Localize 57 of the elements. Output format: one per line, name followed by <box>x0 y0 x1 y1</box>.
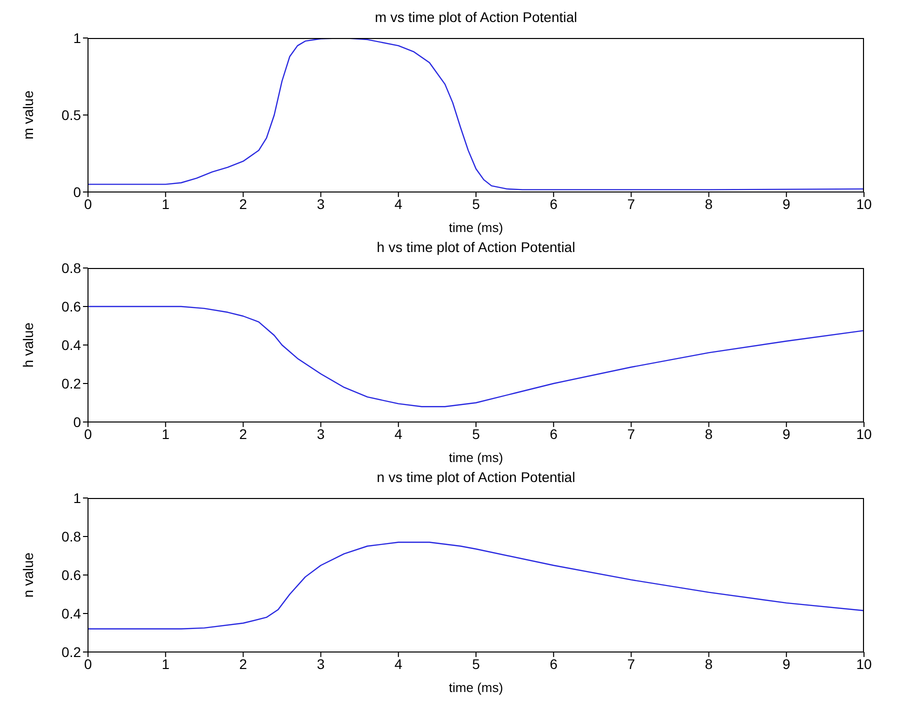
y-tick-label: 0 <box>73 184 82 200</box>
x-tick-label: 8 <box>704 426 713 442</box>
x-tick-label: 0 <box>84 656 92 672</box>
x-tick-label: 1 <box>162 426 170 442</box>
x-tick-label: 7 <box>627 426 636 442</box>
y-tick-label: 0.8 <box>62 528 82 544</box>
x-tick-label: 3 <box>316 196 325 212</box>
y-tick-label: 1 <box>73 30 82 46</box>
y-tick-label: 1 <box>73 490 82 506</box>
y-tick-label: 0.5 <box>62 106 82 123</box>
x-tick-label: 6 <box>550 656 558 672</box>
x-tick-label: 5 <box>472 426 480 442</box>
x-tick-label: 7 <box>627 656 636 672</box>
x-tick-label: 6 <box>550 426 558 442</box>
y-tick-label: 0.6 <box>62 566 82 583</box>
x-axis-title: time (ms) <box>448 220 504 235</box>
x-tick-label: 8 <box>704 656 713 672</box>
x-tick-label: 8 <box>704 196 713 212</box>
x-tick-label: 6 <box>550 196 558 212</box>
y-axis-title: m value <box>20 90 36 140</box>
y-axis-title: n value <box>20 552 36 598</box>
y-tick-label: 0.2 <box>62 375 82 392</box>
x-tick-label: 0 <box>84 196 92 212</box>
x-tick-label: 5 <box>472 656 480 672</box>
y-tick-label: 0 <box>73 414 82 430</box>
x-tick-label: 2 <box>239 426 248 442</box>
y-axis-title: h value <box>20 322 36 368</box>
chart-title: n vs time plot of Action Potential <box>376 468 576 486</box>
x-tick-label: 4 <box>394 426 402 442</box>
x-tick-label: 9 <box>782 196 790 212</box>
line-series <box>88 306 864 408</box>
x-tick-label: 2 <box>239 196 248 212</box>
x-tick-label: 0 <box>84 426 92 442</box>
x-axis-title: time (ms) <box>448 450 504 465</box>
x-tick-label: 3 <box>316 426 325 442</box>
y-tick-label: 0.6 <box>62 298 82 314</box>
x-tick-label: 1 <box>162 656 170 672</box>
y-tick-label: 0.4 <box>62 336 82 353</box>
x-tick-label: 5 <box>472 196 480 212</box>
x-tick-label: 3 <box>316 656 325 672</box>
y-tick-label: 0.8 <box>62 260 82 276</box>
y-tick-label: 0.2 <box>62 644 82 660</box>
x-tick-label: 4 <box>394 196 402 212</box>
x-tick-label: 2 <box>239 656 248 672</box>
x-tick-label: 4 <box>394 656 402 672</box>
x-tick-label: 7 <box>627 196 636 212</box>
y-tick-label: 0.4 <box>62 605 82 622</box>
x-tick-label: 1 <box>162 196 170 212</box>
x-axis-title: time (ms) <box>448 680 504 695</box>
x-tick-label: 10 <box>856 196 872 212</box>
chart-title: m vs time plot of Action Potential <box>374 8 578 26</box>
x-tick-label: 10 <box>856 656 872 672</box>
x-tick-label: 9 <box>782 426 790 442</box>
chart-title: h vs time plot of Action Potential <box>376 238 576 256</box>
x-tick-label: 10 <box>856 426 872 442</box>
x-tick-label: 9 <box>782 656 790 672</box>
line-series <box>88 542 864 630</box>
